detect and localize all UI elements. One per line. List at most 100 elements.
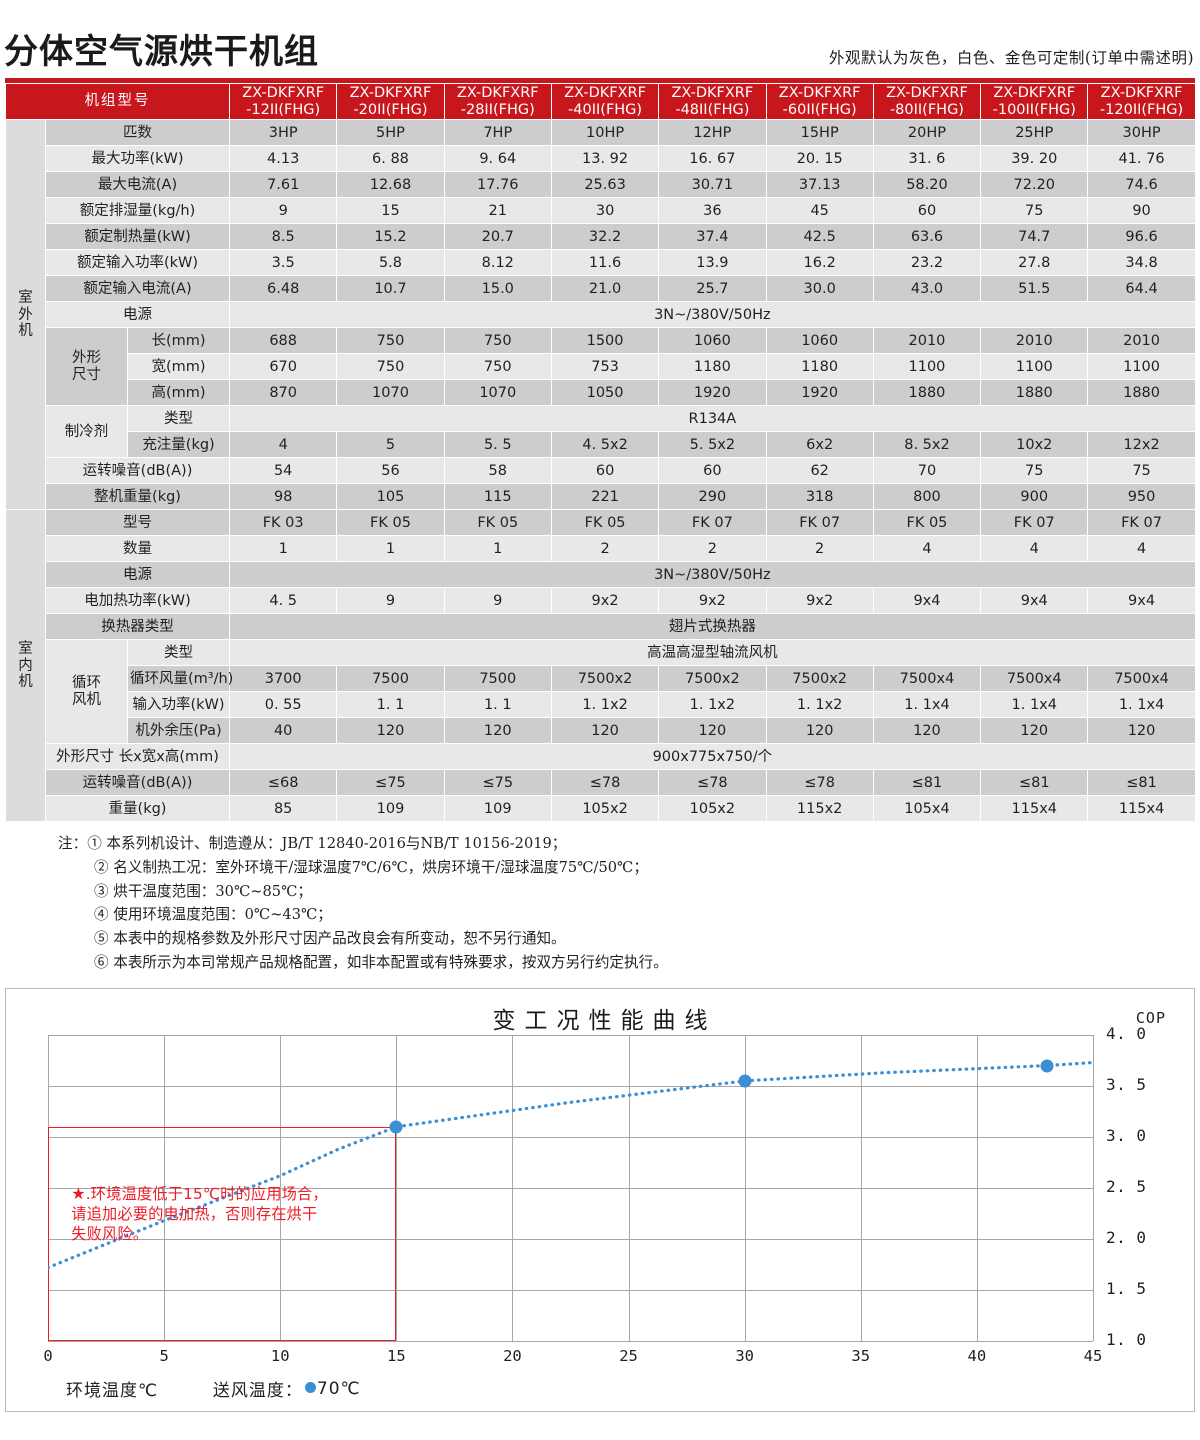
table-cell: 60 [872, 197, 982, 225]
page-header: 分体空气源烘干机组 外观默认为灰色，白色、金色可定制(订单中需述明) [0, 0, 1200, 78]
table-cell: 115 [443, 483, 552, 511]
table-cell: 9x4 [980, 587, 1089, 615]
chart-y-tick-label: 1. 0 [1106, 1330, 1147, 1350]
table-row: 额定输入电流(A) 6.48 10.7 15.0 21.0 25.7 30.0 43.0 51.… [6, 275, 1196, 303]
chart-x-tick-label: 30 [735, 1347, 754, 1366]
note-item: ② 名义制热工况：室外环境干/湿球温度7℃/6℃，烘房环境干/湿球温度75℃/5… [94, 858, 648, 876]
table-cell: 72.20 [980, 171, 1089, 199]
table-cell: 70 [872, 457, 982, 485]
table-cell: 13. 92 [550, 145, 660, 173]
table-cell: 120 [980, 717, 1089, 745]
chart-y-tick-label: 3. 0 [1106, 1126, 1147, 1146]
chart-y-tick-label: 3. 5 [1106, 1075, 1147, 1095]
table-row: 运转噪音(dB(A)) 54 56 58 60 60 62 70 75 75 [6, 457, 1196, 485]
chart-gridline-vertical [1093, 1035, 1094, 1342]
table-cell: 4 [1087, 535, 1196, 563]
table-row: 电加热功率(kW) 4. 5 9 9 9x2 9x2 9x2 9x4 9x4 9x4 [6, 587, 1196, 615]
row-label: 额定制热量(kW) [44, 223, 231, 251]
table-cell: 3.5 [229, 249, 338, 277]
table-cell: 45 [765, 197, 874, 225]
table-cell: 1070 [336, 379, 445, 407]
table-cell: ≤75 [336, 769, 445, 797]
row-span-value: 3N~/380V/50Hz [229, 301, 1196, 329]
table-cell: 6. 88 [336, 145, 445, 173]
table-cell: 20HP [872, 119, 982, 147]
table-cell: 9x4 [872, 587, 982, 615]
table-cell: 5 [336, 431, 445, 459]
legend-series-value: 70℃ [316, 1378, 361, 1399]
row-group-label: 循环 风机 [45, 639, 128, 745]
table-cell: 5. 5 [443, 431, 552, 459]
table-cell: 5.8 [336, 249, 445, 277]
table-cell: 290 [658, 483, 767, 511]
table-cell: 4 [980, 535, 1089, 563]
table-cell: 750 [336, 327, 445, 355]
table-cell: 6x2 [765, 431, 874, 459]
table-cell: 12.68 [336, 171, 445, 199]
table-cell: 7500x2 [765, 665, 874, 693]
table-cell: 12x2 [1087, 431, 1196, 459]
table-row: 最大电流(A) 7.61 12.68 17.76 25.63 30.71 37.13 58.2… [6, 171, 1196, 199]
note-line: 注：① 本系列机设计、制造遵从：JB/T 12840-2016与NB/T 101… [58, 832, 1200, 856]
table-cell: 120 [443, 717, 552, 745]
table-cell: 750 [336, 353, 445, 381]
chart-x-tick-label: 15 [386, 1347, 406, 1366]
table-cell: 58.20 [872, 171, 982, 199]
chart-gridline-vertical [976, 1035, 978, 1342]
note-item: ① 本系列机设计、制造遵从：JB/T 12840-2016与NB/T 10156… [87, 835, 567, 853]
table-cell: FK 03 [229, 509, 338, 537]
table-row: 额定排湿量(kg/h) 9 15 21 30 36 45 60 75 90 [6, 197, 1196, 225]
table-cell: 15.2 [336, 223, 445, 251]
table-cell: 64.4 [1087, 275, 1196, 303]
row-label: 匹数 [44, 119, 231, 147]
table-cell: 8.12 [443, 249, 552, 277]
row-label: 电源 [44, 561, 231, 589]
table-cell: 31. 6 [872, 145, 982, 173]
table-row: 循环风量(m³/h) 3700 7500 7500 7500x2 7500x2 7500x2… [6, 665, 1196, 693]
table-cell: 1100 [1087, 353, 1196, 381]
chart-x-tick-label: 10 [270, 1347, 290, 1366]
chart-y-tick-label: 2. 5 [1106, 1177, 1147, 1197]
table-cell: 120 [872, 717, 982, 745]
row-group-label: 外形 尺寸 [45, 327, 128, 407]
note-item: ③ 烘干温度范围：30℃~85℃； [94, 882, 313, 900]
table-cell: 7500x4 [980, 665, 1089, 693]
table-cell: 9. 64 [443, 145, 552, 173]
chart-curve [48, 1061, 1093, 1270]
chart-legend: 环境温度℃ 送风温度： 70℃ [66, 1376, 361, 1402]
row-label: 换热器类型 [44, 613, 231, 641]
table-cell: 7500x4 [1087, 665, 1196, 693]
chart-gridline-vertical [860, 1035, 862, 1342]
table-cell: 0. 55 [229, 691, 338, 719]
table-header-row: 机组型号 ZX-DKFXRF -12II(FHG) ZX-DKFXRF -20II(FH… [4, 82, 1196, 121]
table-cell: 7500 [336, 665, 445, 693]
model-column-header: ZX-DKFXRF -48II(FHG) [658, 82, 767, 121]
table-cell: 1. 1x2 [765, 691, 874, 719]
table-cell: 74.7 [980, 223, 1089, 251]
table-cell: 800 [872, 483, 982, 511]
table-row: 电源 3N~/380V/50Hz [6, 561, 1196, 589]
table-cell: 9x2 [765, 587, 874, 615]
table-cell: FK 07 [980, 509, 1089, 537]
table-cell: 318 [765, 483, 874, 511]
table-cell: 1180 [658, 353, 767, 381]
table-row: 重量(kg) 85 109 109 105x2 105x2 115x2 105x4 115x4 1… [6, 795, 1196, 823]
model-column-header: ZX-DKFXRF -100II(FHG) [980, 82, 1089, 121]
table-cell: 16. 67 [658, 145, 767, 173]
table-cell: 9x2 [550, 587, 660, 615]
table-cell: 2 [550, 535, 660, 563]
table-cell: 30.71 [658, 171, 767, 199]
table-cell: 1070 [443, 379, 552, 407]
table-cell: 1060 [658, 327, 767, 355]
table-row: 高(mm) 870 1070 1070 1050 1920 1920 1880 1880 1880 [6, 379, 1196, 407]
table-cell: 950 [1087, 483, 1196, 511]
table-cell: 109 [443, 795, 552, 823]
chart-title: 变工况性能曲线 [492, 1008, 717, 1035]
table-cell: FK 07 [1087, 509, 1196, 537]
table-cell: 7500x2 [550, 665, 660, 693]
table-row: 电源 3N~/380V/50Hz [6, 301, 1196, 329]
row-span-value: R134A [229, 405, 1196, 433]
table-cell: 15HP [765, 119, 874, 147]
table-cell: 42.5 [765, 223, 874, 251]
table-cell: 9 [229, 197, 338, 225]
